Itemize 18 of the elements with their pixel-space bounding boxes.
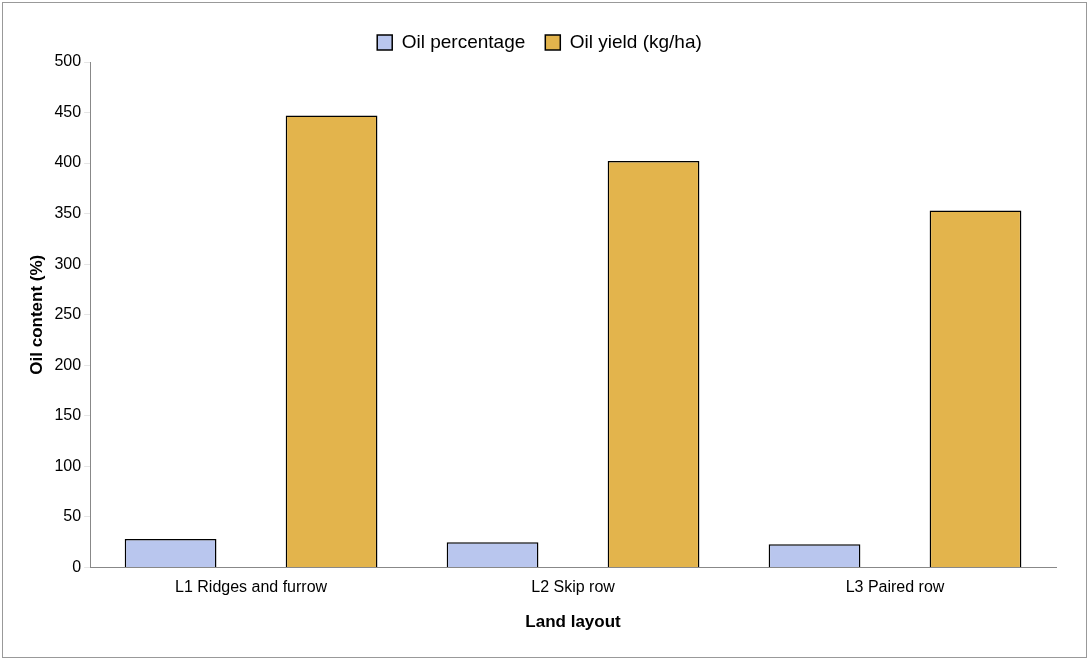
- y-tick-label: 400: [54, 153, 82, 171]
- y-tick-label: 100: [54, 456, 82, 474]
- legend-label: Oil percentage: [401, 30, 526, 52]
- x-tick-label: L2 Skip row: [531, 578, 616, 596]
- y-axis-title: Oil content (%): [26, 254, 46, 375]
- y-tick-label: 350: [54, 204, 82, 222]
- y-tick-label: 500: [54, 52, 82, 70]
- y-tick-label: 300: [54, 254, 82, 272]
- legend-label: Oil yield (kg/ha): [569, 30, 702, 52]
- y-tick-label: 150: [54, 406, 82, 424]
- y-tick-label: 0: [72, 557, 82, 575]
- x-tick-label: L3 Paired row: [845, 578, 945, 596]
- y-tick-label: 250: [54, 305, 82, 323]
- y-tick-label: 50: [63, 507, 82, 525]
- x-axis-title: Land layout: [525, 612, 622, 632]
- y-tick-label: 200: [54, 355, 82, 373]
- y-tick-label: 450: [54, 102, 82, 120]
- x-tick-label: L1 Ridges and furrow: [175, 578, 328, 596]
